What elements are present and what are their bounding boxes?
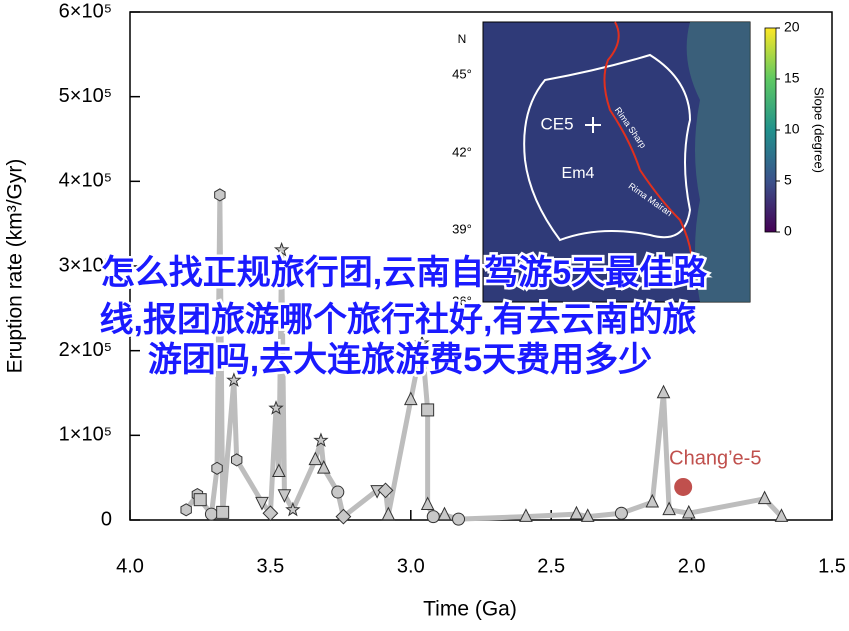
north-label: N [458,32,467,46]
data-point [614,506,628,520]
lat-label: 39° [452,221,472,236]
data-point [381,506,396,521]
y-tick-label: 4×10⁵ [59,170,112,192]
data-point [452,512,466,526]
data-point [272,463,286,478]
colorbar-tick-label: 20 [784,19,800,35]
data-point [204,507,218,521]
x-tick-label: 2.0 [678,555,706,577]
data-point [308,451,323,466]
data-point [645,493,660,508]
y-tick-label: 3×10⁵ [59,254,112,276]
data-point [273,241,290,257]
colorbar-tick-label: 0 [784,223,792,239]
highlight-label: Chang’e-5 [669,447,761,469]
data-point [426,510,440,524]
data-point [262,505,279,522]
data-point [519,508,533,522]
lat-label: 36° [452,293,472,308]
lat-label: 42° [452,144,472,159]
data-point [316,460,331,474]
data-point [211,461,223,475]
data-point [774,508,789,522]
x-axis-label: Time (Ga) [423,598,517,621]
data-point [569,505,584,520]
data-point [226,372,242,387]
data-point [662,501,676,516]
data-point [420,496,435,511]
data-point [377,482,394,499]
y-tick-label: 0 [101,508,112,530]
data-point [216,505,230,519]
data-point [335,508,352,525]
data-point [180,503,192,517]
data-point [681,504,696,519]
colorbar-tick-label: 15 [784,70,800,86]
data-point [231,453,243,467]
y-tick-label: 6×10⁵ [59,0,112,22]
x-tick-label: 1.5 [818,555,846,577]
unit-label: Em4 [562,165,595,182]
landing-site [585,117,601,133]
data-point [277,489,292,503]
overlay-line: 怎么找正规旅行团,云南自驾游5天最佳路 [101,254,708,292]
x-tick-label: 3.5 [256,555,284,577]
x-tick-label: 2.5 [537,555,565,577]
y-tick-label: 2×10⁵ [59,339,112,361]
rille [603,21,693,261]
data-point [414,334,430,350]
overlay-line: 游团吗,去大连旅游费5天费用多少 [148,341,652,379]
x-tick-label: 4.0 [116,555,144,577]
data-point [580,508,595,522]
colorbar-label: Slope (degree) [812,87,827,173]
colorbar-tick-label: 5 [784,172,792,188]
overlay-line: 线,报团旅游哪个旅行社好,有去云南的旅 [100,301,697,339]
data-point [403,391,418,406]
inset-map: N 45° 42° 39° 36° CE5 Em4 Rima Sharp Rim… [452,21,827,308]
data-point [331,485,345,499]
colorbar-tick-label: 10 [784,121,800,137]
data-point [757,490,772,505]
data-point [437,506,452,521]
data-point [193,493,207,507]
y-tick-label: 1×10⁵ [59,424,112,446]
x-tick-label: 3.0 [397,555,425,577]
data-point [285,501,301,517]
data-point [656,384,671,399]
data-point [313,432,329,447]
colorbar [764,27,777,233]
unit-label: CE5 [540,114,573,133]
y-tick-label: 5×10⁵ [59,85,112,107]
data-point [255,496,269,511]
data-point [268,400,284,415]
data-point [214,188,226,202]
overlay-text: 怎么找正规旅行团,云南自驾游5天最佳路 线,报团旅游哪个旅行社好,有去云南的旅 … [97,251,711,381]
lat-label: 45° [452,66,472,81]
y-axis-label: Eruption rate (km³/Gyr) [4,159,27,374]
highlight-point [674,477,693,496]
map-highlands [686,22,750,302]
data-point [421,403,435,417]
unit-boundary [523,53,692,242]
